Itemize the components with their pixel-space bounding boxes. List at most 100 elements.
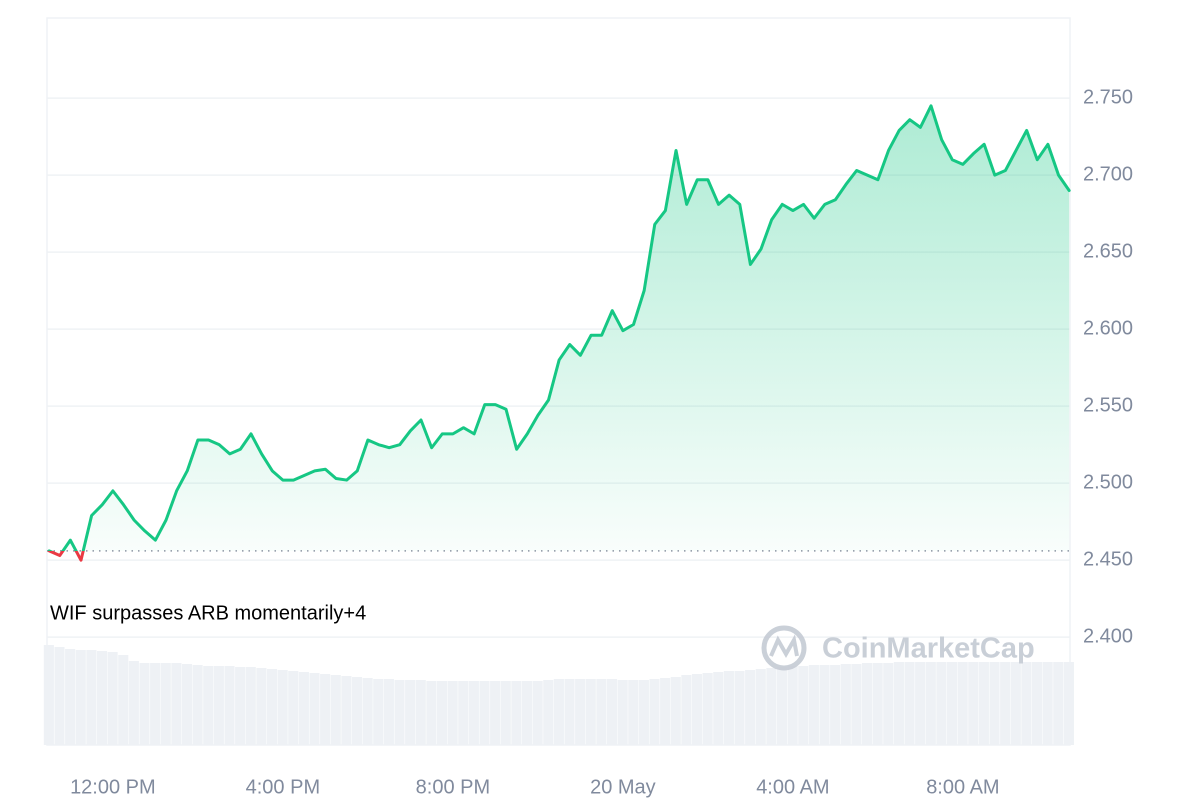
- volume-bar: [1063, 662, 1074, 745]
- volume-bar: [1042, 662, 1053, 745]
- volume-bar: [787, 666, 798, 745]
- volume-bar: [309, 673, 320, 745]
- plot: [47, 104, 1071, 562]
- annotation: WIF surpasses ARB momentarily+4: [50, 602, 366, 624]
- x-tick-label: 4:00 PM: [246, 776, 320, 798]
- volume-bar: [798, 666, 809, 745]
- volume-bar: [394, 680, 405, 745]
- volume-bar: [946, 662, 958, 745]
- volume-bar: [245, 667, 256, 745]
- volume-bar: [213, 666, 224, 745]
- volume-bar: [118, 655, 129, 745]
- volume-bar: [288, 671, 299, 745]
- volume-bar: [883, 663, 894, 745]
- volume-bar: [266, 669, 278, 745]
- volume-bar: [660, 678, 671, 745]
- volume-bar: [1031, 662, 1043, 745]
- volume-bar: [75, 650, 86, 745]
- volume-bar: [383, 679, 394, 745]
- volume-bar: [373, 679, 384, 745]
- volume-bar: [277, 670, 288, 745]
- volume-bar: [224, 666, 235, 745]
- volume-bar: [521, 681, 533, 745]
- volume-bar: [553, 679, 564, 745]
- volume-bar: [872, 663, 883, 745]
- volume-bar: [957, 662, 968, 745]
- x-tick-label: 4:00 AM: [756, 776, 829, 798]
- volume-bar: [96, 651, 108, 745]
- volume-bar: [978, 662, 989, 745]
- volume-bar: [861, 663, 873, 745]
- volume-bar: [670, 677, 681, 745]
- volume-bar: [936, 662, 947, 745]
- volume-bar: [160, 663, 171, 745]
- watermark-logo: [761, 625, 807, 671]
- x-tick-label: 20 May: [590, 776, 656, 798]
- volume-bar: [851, 664, 862, 745]
- volume-bar: [606, 679, 618, 745]
- volume-bar: [362, 678, 373, 745]
- volume-bar: [649, 679, 660, 745]
- volume-bar: [1010, 662, 1021, 745]
- volume-bar: [511, 681, 522, 745]
- volume-bar: [192, 665, 203, 745]
- volume-bar: [256, 668, 267, 745]
- volume-bar: [351, 677, 363, 745]
- y-tick-label: 2.450: [1083, 548, 1133, 570]
- volume-bar: [171, 663, 182, 745]
- volume-bar: [500, 681, 511, 745]
- volume-bar: [776, 667, 788, 745]
- volume-bar: [320, 674, 331, 745]
- volume-bar: [713, 672, 724, 745]
- volume-bar: [139, 663, 150, 745]
- volume-bar: [638, 680, 649, 745]
- volume-bar: [575, 679, 586, 745]
- y-tick-label: 2.650: [1083, 240, 1133, 262]
- volume-bar: [628, 680, 639, 745]
- volume-bar: [830, 665, 841, 745]
- volume-bar: [1000, 662, 1011, 745]
- volume-bar: [1053, 662, 1064, 745]
- volume-bar: [436, 681, 448, 745]
- volume-bar: [702, 673, 713, 745]
- x-tick-label: 8:00 AM: [926, 776, 999, 798]
- volume-bar: [86, 650, 97, 745]
- x-tick-label: 12:00 PM: [70, 776, 156, 798]
- y-tick-label: 2.600: [1083, 317, 1133, 339]
- area: [49, 105, 1070, 561]
- volume-bar: [766, 668, 777, 745]
- volume-bar: [596, 679, 607, 745]
- volume-bar: [543, 680, 554, 745]
- volume-bar: [904, 662, 915, 745]
- volume-bar: [415, 680, 426, 745]
- volume-bar: [681, 675, 692, 745]
- volume-bar: [734, 671, 745, 745]
- volume-bar: [564, 679, 575, 745]
- volume-bar: [181, 664, 193, 745]
- volume-bar: [968, 662, 979, 745]
- volume-bar: [1021, 662, 1032, 745]
- y-tick-label: 2.550: [1083, 394, 1133, 416]
- volume-bar: [150, 663, 161, 745]
- volume-bar: [808, 665, 819, 745]
- volume-bar: [617, 680, 628, 745]
- volume-bar: [128, 661, 139, 745]
- volume-bar: [893, 662, 904, 745]
- volume-bar: [819, 665, 830, 745]
- y-tick-label: 2.700: [1083, 163, 1133, 185]
- volume-bar: [405, 680, 416, 745]
- volume-bar: [691, 674, 703, 745]
- volume-bar: [107, 652, 118, 745]
- volume-bar: [755, 669, 766, 745]
- volume-bar: [458, 681, 469, 745]
- volume: [43, 645, 1074, 745]
- volume-bar: [298, 672, 309, 745]
- price-line: [47, 104, 1071, 562]
- volume-bar: [840, 664, 851, 745]
- volume-bar: [723, 671, 734, 745]
- volume-bar: [65, 649, 76, 745]
- volume-bar: [43, 645, 54, 745]
- volume-bar: [915, 662, 926, 745]
- y-tick-label: 2.400: [1083, 625, 1133, 647]
